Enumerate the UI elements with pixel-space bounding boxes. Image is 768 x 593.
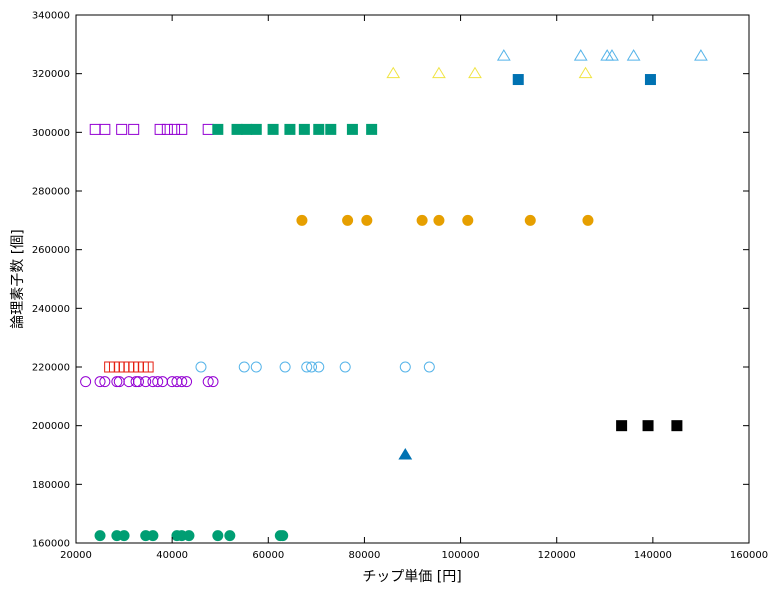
data-points [80, 49, 708, 542]
data-point-circle-filled [524, 214, 536, 226]
data-point-square-filled [366, 123, 378, 135]
data-point-triangle-filled [398, 448, 413, 460]
y-tick-label: 240000 [32, 304, 70, 315]
data-point-circle-filled [118, 530, 130, 542]
data-point-square-open [154, 123, 166, 135]
x-tick-label: 20000 [60, 550, 92, 561]
data-point-circle-open [339, 361, 351, 373]
x-tick-label: 100000 [441, 550, 479, 561]
data-point-circle-filled [582, 214, 594, 226]
data-point-square-filled [241, 123, 253, 135]
data-point-square-filled [671, 420, 683, 432]
data-point-circle-open [94, 376, 106, 388]
x-tick-label: 60000 [252, 550, 284, 561]
data-point-triangle-open [496, 49, 511, 61]
data-point-circle-open [80, 376, 92, 388]
y-tick-label: 200000 [32, 421, 70, 432]
data-point-circle-open [130, 376, 142, 388]
data-point-square-filled [512, 74, 524, 86]
axis-ticks: 20000 40000 60000 80000 100000 120000 140000 16… [32, 11, 768, 562]
x-tick-label: 80000 [349, 550, 381, 561]
data-point-square-filled [250, 123, 262, 135]
data-point-square-open [99, 123, 111, 135]
data-point-square-filled [313, 123, 325, 135]
y-tick-label: 300000 [32, 128, 70, 139]
data-point-circle-filled [183, 530, 195, 542]
data-point-circle-filled [212, 530, 224, 542]
data-point-square-filled [642, 420, 654, 432]
data-point-circle-open [111, 376, 123, 388]
y-tick-label: 180000 [32, 480, 70, 491]
y-tick-label: 280000 [32, 187, 70, 198]
data-point-circle-open [113, 376, 125, 388]
data-point-square-filled [298, 123, 310, 135]
data-point-circle-open [313, 361, 325, 373]
data-point-circle-open [140, 376, 152, 388]
data-point-square-open [176, 123, 188, 135]
data-point-triangle-open [386, 66, 401, 79]
data-point-circle-open [306, 361, 318, 373]
data-point-triangle-open [432, 66, 446, 79]
x-tick-label: 160000 [730, 550, 768, 561]
y-tick-label: 220000 [32, 363, 70, 374]
data-point-square-open [128, 123, 140, 135]
data-point-circle-open [238, 361, 250, 373]
x-tick-label: 40000 [156, 550, 188, 561]
data-point-circle-filled [277, 530, 289, 542]
x-tick-label: 120000 [538, 550, 576, 561]
data-point-square-open [142, 361, 154, 373]
data-point-circle-open [279, 361, 291, 373]
data-point-square-filled [346, 123, 358, 135]
data-point-triangle-open [573, 49, 588, 61]
data-point-circle-filled [416, 214, 428, 226]
y-tick-label: 260000 [32, 245, 70, 256]
data-point-circle-open [423, 361, 435, 373]
data-point-circle-filled [433, 214, 445, 226]
plot-frame [75, 14, 750, 544]
y-tick-label: 340000 [32, 11, 70, 22]
data-point-square-open [89, 123, 101, 135]
data-point-triangle-open [626, 49, 641, 61]
data-point-circle-filled [462, 214, 474, 226]
data-point-square-filled [231, 123, 243, 135]
data-point-circle-open [250, 361, 262, 373]
data-point-circle-filled [296, 214, 308, 226]
data-point-circle-open [399, 361, 411, 373]
y-tick-label: 320000 [32, 69, 70, 80]
x-tick-label: 140000 [634, 550, 672, 561]
data-point-circle-filled [361, 214, 373, 226]
data-point-square-filled [325, 123, 337, 135]
y-axis-title: 論理素子数 [個] [10, 229, 26, 328]
data-point-square-filled [284, 123, 296, 135]
data-point-square-open [116, 123, 128, 135]
data-point-square-filled [212, 123, 224, 135]
y-tick-label: 160000 [32, 539, 70, 550]
data-point-square-open [169, 123, 181, 135]
data-point-circle-open [207, 376, 219, 388]
data-point-triangle-open [605, 49, 619, 61]
data-point-circle-open [152, 376, 164, 388]
data-point-circle-filled [147, 530, 159, 542]
data-point-circle-filled [342, 214, 354, 226]
data-point-circle-open [181, 376, 193, 388]
data-point-triangle-open [694, 49, 708, 61]
data-point-square-filled [616, 420, 628, 432]
data-point-square-open [161, 123, 173, 135]
data-point-circle-open [99, 376, 111, 388]
data-point-square-filled [644, 74, 656, 86]
data-point-circle-open [132, 376, 144, 388]
data-point-circle-open [301, 361, 313, 373]
data-point-circle-open [195, 361, 207, 373]
data-point-circle-open [202, 376, 214, 388]
data-point-circle-filled [224, 530, 236, 542]
data-point-square-open [202, 123, 214, 135]
data-point-triangle-open [578, 66, 593, 79]
x-axis-title: チップ単価 [円] [362, 569, 461, 585]
data-point-square-filled [267, 123, 279, 135]
data-point-circle-filled [94, 530, 106, 542]
data-point-triangle-open [468, 66, 482, 79]
data-point-circle-open [176, 376, 188, 388]
